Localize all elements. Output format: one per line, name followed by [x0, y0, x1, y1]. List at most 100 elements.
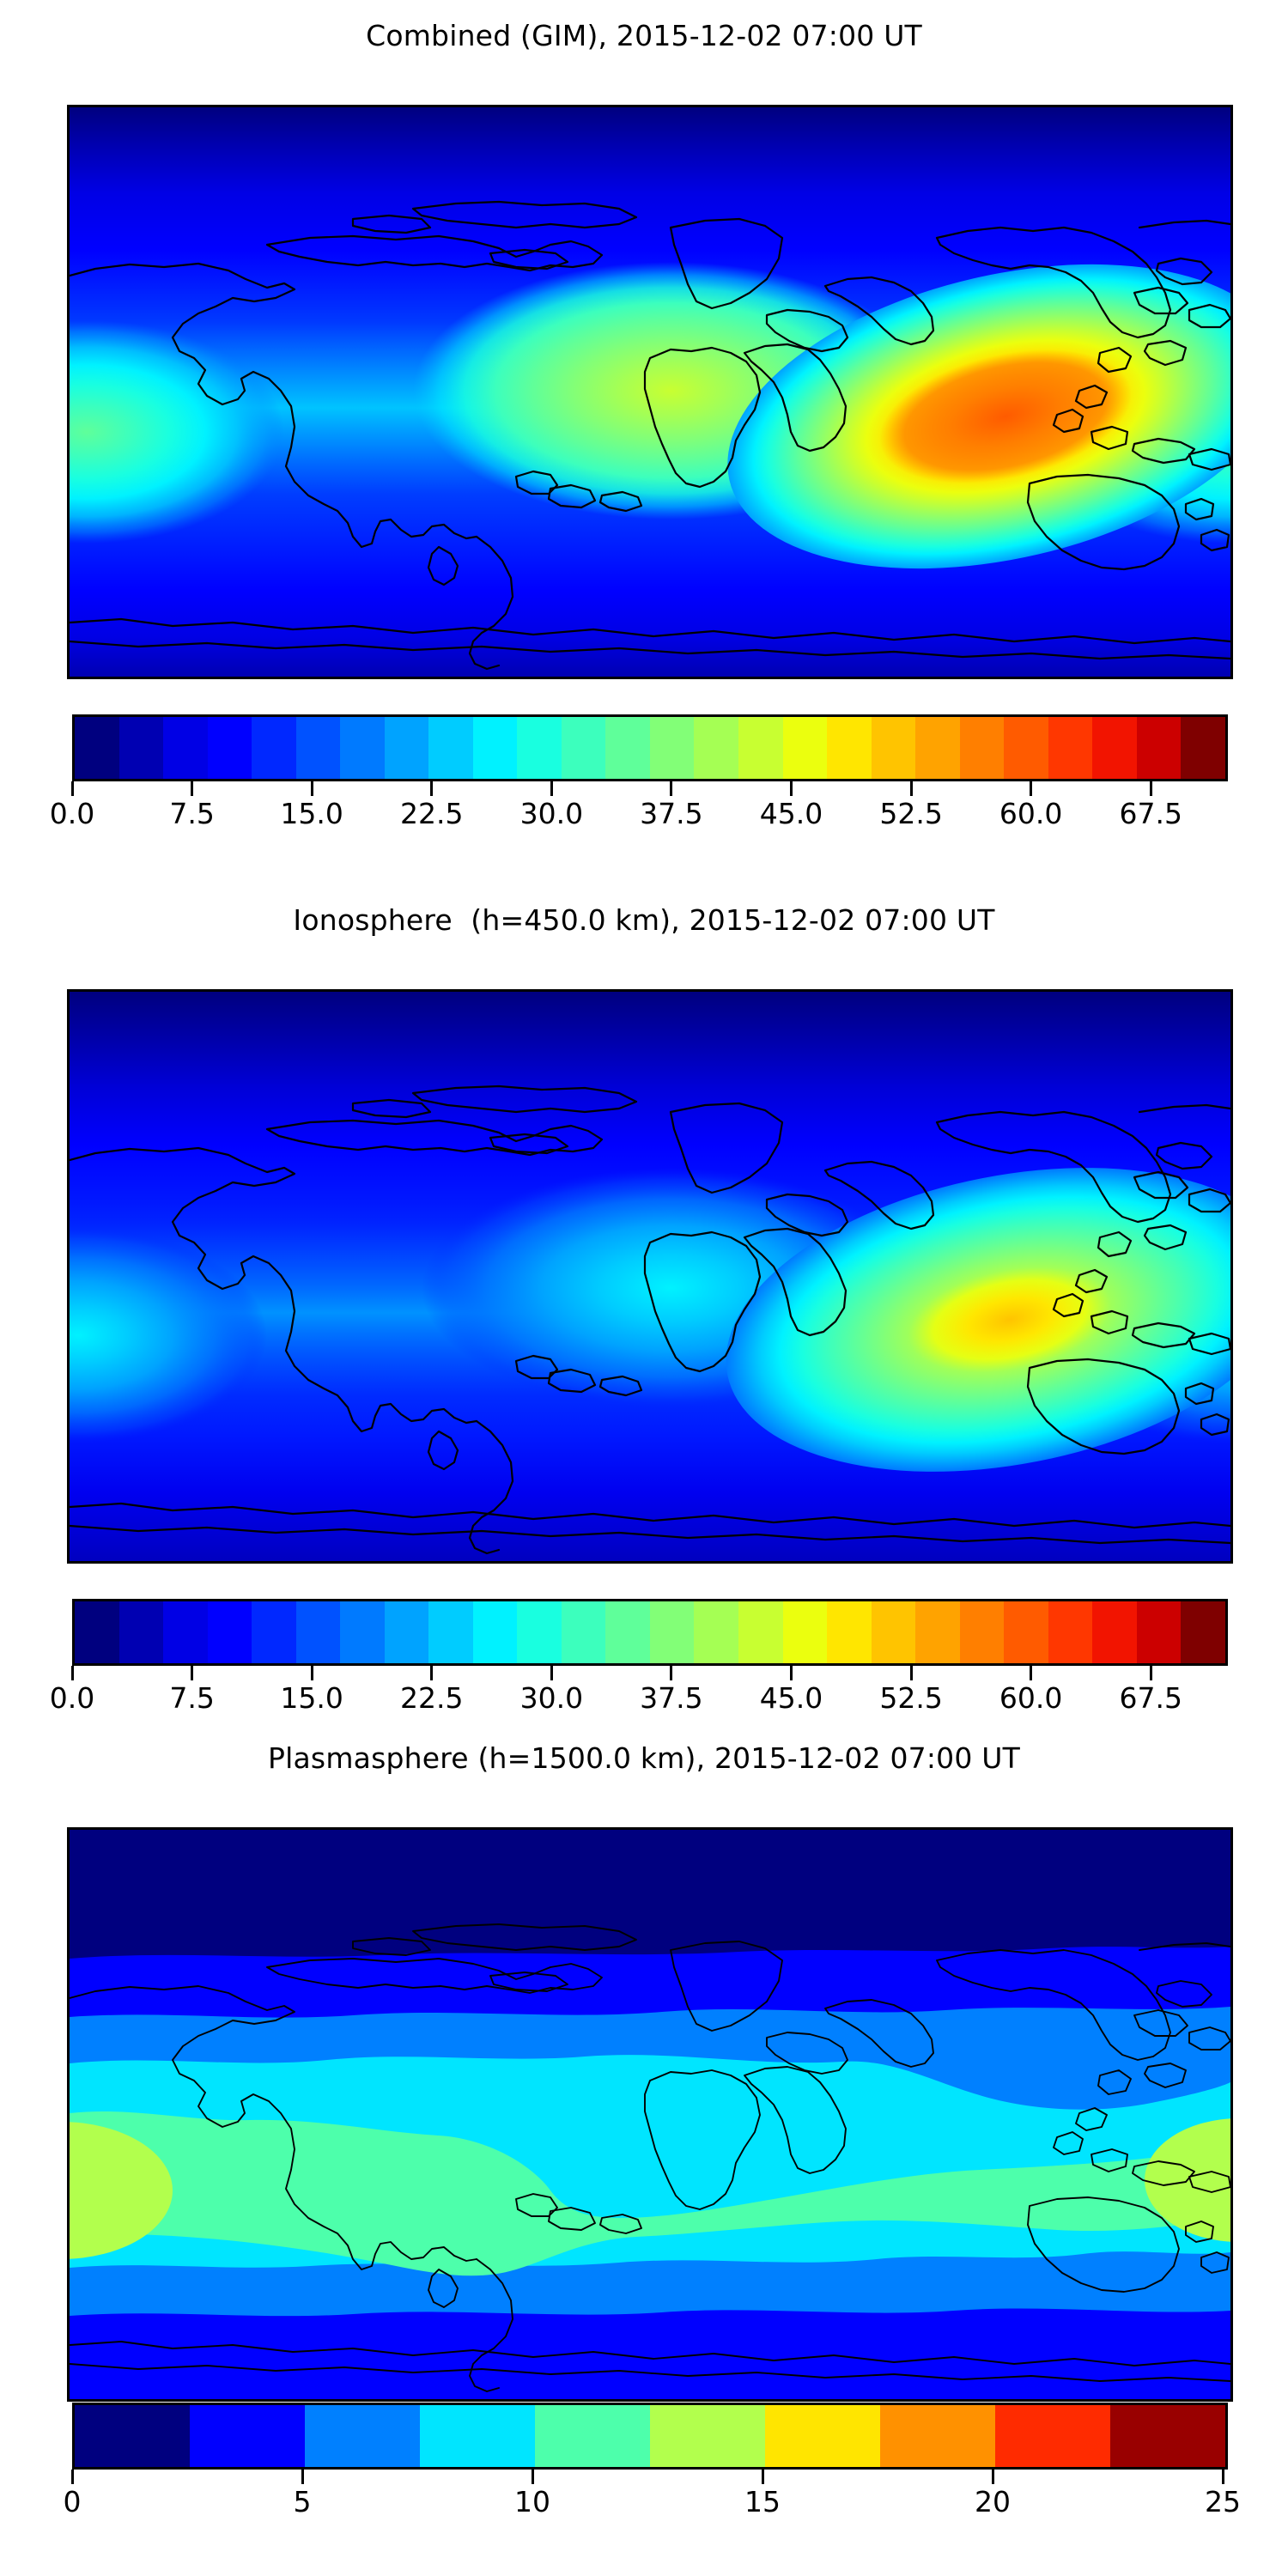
colorbar-ionosphere-bar-swatch-2	[163, 1601, 208, 1663]
colorbar-combined-ticks-tick-6	[790, 781, 793, 796]
colorbar-plasmasphere-ticks-tick-3	[761, 2470, 764, 2484]
colorbar-ionosphere-ticks-tick-label-1: 7.5	[169, 1681, 215, 1715]
colorbar-combined-ticks-tick-1	[191, 781, 194, 796]
colorbar-plasmasphere-bar-swatch-4	[535, 2405, 650, 2467]
tec-anomaly-group	[727, 264, 1230, 569]
colorbar-combined-ticks-tick-8	[1030, 781, 1033, 796]
panel-title-ionosphere: Ionosphere (h=450.0 km), 2015-12-02 07:0…	[293, 903, 995, 937]
tec-field-plasmasphere	[70, 1830, 1230, 2399]
map-ionosphere-450	[67, 989, 1233, 1564]
colorbar-ionosphere-bar-swatch-22	[1048, 1601, 1093, 1663]
colorbar-plasmasphere-ticks-tick-2	[531, 2470, 534, 2484]
colorbar-ionosphere-bar-swatch-13	[649, 1601, 695, 1663]
colorbar-ionosphere-ticks-tick-label-0: 0.0	[49, 1681, 95, 1715]
colorbar-plasmasphere-bar-swatch-5	[650, 2405, 765, 2467]
colorbar-ionosphere-bar-swatch-3	[207, 1601, 252, 1663]
colorbar-plasmasphere-bar-swatch-0	[75, 2405, 190, 2467]
colorbar-combined-ticks-tick-label-2: 15.0	[280, 797, 343, 830]
colorbar-ionosphere: 0.0 7.5 15.0 22.5 30.0 37.5 45.0 52.5 60.0 67.5	[50, 1599, 1228, 1715]
colorbar-combined-bar-swatch-3	[207, 717, 252, 779]
colorbar-ionosphere-bar-swatch-5	[295, 1601, 341, 1663]
colorbar-ionosphere-bar-swatch-23	[1092, 1601, 1137, 1663]
map-canvas-combined	[70, 107, 1230, 677]
colorbar-combined-bar-swatch-24	[1136, 717, 1182, 779]
colorbar-ionosphere-ticks-tick-5	[670, 1666, 673, 1680]
colorbar-plasmasphere-ticks-tick-5	[1221, 2470, 1224, 2484]
colorbar-ionosphere-bar-swatch-19	[915, 1601, 960, 1663]
colorbar-combined-bar-swatch-21	[1004, 717, 1048, 779]
colorbar-plasmasphere-ticks-tick-label-0: 0	[63, 2485, 82, 2518]
coastlines-combined	[70, 200, 1230, 671]
map-canvas-plasmasphere	[70, 1830, 1230, 2399]
colorbar-combined-bar-swatch-6	[340, 717, 385, 779]
colorbar-ionosphere-ticks-tick-label-9: 67.5	[1119, 1681, 1182, 1715]
colorbar-ionosphere-ticks-tick-label-6: 45.0	[759, 1681, 823, 1715]
colorbar-combined-bar-swatch-1	[118, 717, 164, 779]
tec-band-5	[70, 2122, 173, 2259]
colorbar-combined-ticks-tick-label-9: 67.5	[1119, 797, 1182, 830]
colorbar-ionosphere-ticks-tick-label-4: 30.0	[519, 1681, 584, 1715]
tec-band-4	[70, 2111, 1230, 2276]
colorbar-ionosphere-ticks-tick-9	[1149, 1666, 1152, 1680]
colorbar-combined-ticks-tick-label-5: 37.5	[640, 797, 703, 830]
colorbar-combined-bar-swatch-22	[1048, 717, 1093, 779]
colorbar-plasmasphere-bar-swatch-8	[995, 2405, 1110, 2467]
colorbar-plasmasphere-ticks-tick-4	[991, 2470, 994, 2484]
colorbar-ionosphere-ticks-tick-label-7: 52.5	[879, 1681, 943, 1715]
colorbar-ionosphere-bar-swatch-14	[694, 1601, 738, 1663]
colorbar-plasmasphere-ticks-tick-label-4: 20	[975, 2485, 1011, 2518]
colorbar-ionosphere-ticks: 0.0 7.5 15.0 22.5 30.0 37.5 45.0 52.5 60.0 67.5	[50, 1666, 1228, 1717]
colorbar-ionosphere-bar-swatch-18	[871, 1601, 916, 1663]
tec-anomaly-core	[878, 349, 1133, 483]
colorbar-plasmasphere-ticks-tick-label-3: 15	[744, 2485, 781, 2518]
colorbar-ionosphere-ticks-tick-6	[790, 1666, 793, 1680]
colorbar-combined-bar-swatch-13	[649, 717, 695, 779]
colorbar-ionosphere-bar-swatch-20	[959, 1601, 1005, 1663]
colorbar-combined-ticks-tick-label-4: 30.0	[519, 797, 584, 830]
colorbar-plasmasphere-bar-swatch-3	[420, 2405, 535, 2467]
colorbar-ionosphere-ticks-tick-1	[191, 1666, 194, 1680]
map-plasmasphere-1500	[67, 1827, 1233, 2402]
colorbar-ionosphere-bar-swatch-6	[340, 1601, 385, 1663]
colorbar-combined-bar-swatch-10	[517, 717, 562, 779]
colorbar-ionosphere-bar-swatch-10	[517, 1601, 562, 1663]
colorbar-ionosphere-bar-swatch-11	[561, 1601, 606, 1663]
colorbar-plasmasphere-ticks-tick-label-1: 5	[293, 2485, 312, 2518]
colorbar-combined-ticks-tick-3	[430, 781, 434, 796]
colorbar-combined-ticks-tick-2	[310, 781, 313, 796]
colorbar-combined-ticks-tick-5	[670, 781, 673, 796]
colorbar-combined-ticks-tick-9	[1149, 781, 1152, 796]
colorbar-ionosphere-bar-swatch-25	[1181, 1601, 1225, 1663]
colorbar-plasmasphere-bar-swatch-1	[190, 2405, 305, 2467]
colorbar-combined-bar-swatch-18	[871, 717, 916, 779]
colorbar-ionosphere-bar-swatch-0	[75, 1601, 119, 1663]
tec-anomaly-core	[908, 1267, 1112, 1373]
colorbar-combined-bar-swatch-9	[472, 717, 518, 779]
colorbar-ionosphere-ticks-tick-2	[310, 1666, 313, 1680]
colorbar-combined-ticks-tick-0	[70, 781, 74, 796]
colorbar-ionosphere-bar-swatch-16	[782, 1601, 828, 1663]
colorbar-ionosphere-bar-swatch-1	[118, 1601, 164, 1663]
colorbar-combined-bar-swatch-19	[915, 717, 960, 779]
panel-title-combined: Combined (GIM), 2015-12-02 07:00 UT	[366, 19, 922, 52]
panel-title-plasmasphere: Plasmasphere (h=1500.0 km), 2015-12-02 0…	[268, 1741, 1020, 1775]
colorbar-plasmasphere-ticks-tick-label-5: 25	[1205, 2485, 1241, 2518]
colorbar-combined-bar-swatch-20	[959, 717, 1005, 779]
colorbar-combined-bar-swatch-2	[163, 717, 208, 779]
colorbar-ionosphere-bar-swatch-17	[827, 1601, 872, 1663]
colorbar-ionosphere-bar-swatch-15	[738, 1601, 783, 1663]
colorbar-combined-ticks-tick-label-1: 7.5	[169, 797, 215, 830]
colorbar-combined-bar-swatch-23	[1092, 717, 1137, 779]
colorbar-combined-bar-swatch-5	[295, 717, 341, 779]
colorbar-ionosphere-bar-swatch-7	[384, 1601, 429, 1663]
colorbar-combined-ticks-tick-label-3: 22.5	[400, 797, 464, 830]
colorbar-ionosphere-ticks-tick-0	[70, 1666, 74, 1680]
colorbar-combined-bar-swatch-0	[75, 717, 119, 779]
colorbar-ionosphere-bar-swatch-8	[428, 1601, 473, 1663]
colorbar-ionosphere-ticks-tick-label-2: 15.0	[280, 1681, 343, 1715]
colorbar-combined-bar-swatch-8	[428, 717, 473, 779]
colorbar-plasmasphere-ticks-tick-0	[70, 2470, 74, 2484]
colorbar-combined-bar-swatch-4	[252, 717, 296, 779]
colorbar-ionosphere-ticks-tick-label-8: 60.0	[999, 1681, 1063, 1715]
